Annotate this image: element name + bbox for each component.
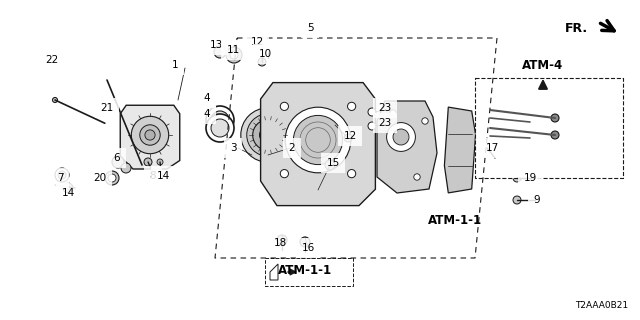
Text: 13: 13 (209, 40, 223, 50)
Text: ATM-4: ATM-4 (522, 59, 564, 72)
Circle shape (253, 120, 284, 150)
Circle shape (157, 159, 163, 165)
Text: 22: 22 (45, 55, 59, 65)
Polygon shape (377, 101, 437, 193)
Circle shape (277, 235, 287, 245)
Text: 12: 12 (250, 37, 264, 47)
Circle shape (551, 131, 559, 139)
Circle shape (140, 125, 160, 145)
Text: 14: 14 (156, 171, 170, 181)
Circle shape (105, 171, 119, 185)
Circle shape (387, 123, 415, 151)
Text: 10: 10 (259, 49, 271, 59)
Bar (475, 78, 623, 178)
Text: 14: 14 (61, 188, 75, 198)
Text: 4: 4 (204, 93, 211, 103)
Text: 5: 5 (307, 23, 314, 33)
Text: 19: 19 (524, 173, 536, 183)
Text: ATM-1-1: ATM-1-1 (278, 263, 332, 276)
Text: 11: 11 (227, 45, 239, 55)
Circle shape (144, 158, 152, 166)
Circle shape (293, 116, 342, 164)
Circle shape (280, 102, 289, 110)
Text: 8: 8 (150, 171, 156, 181)
Bar (284, 128, 305, 142)
Circle shape (551, 114, 559, 122)
Circle shape (368, 108, 376, 116)
Polygon shape (444, 107, 476, 193)
Circle shape (368, 122, 376, 130)
Circle shape (348, 170, 356, 178)
Text: 23: 23 (378, 103, 392, 113)
Text: 7: 7 (57, 173, 63, 183)
Circle shape (211, 111, 229, 129)
Circle shape (52, 98, 58, 102)
Circle shape (280, 170, 289, 178)
Text: 23: 23 (378, 118, 392, 128)
Circle shape (63, 183, 73, 193)
Circle shape (325, 160, 335, 170)
Circle shape (390, 110, 396, 116)
Circle shape (393, 129, 409, 145)
Text: 4: 4 (204, 109, 211, 119)
Circle shape (483, 144, 491, 152)
Circle shape (214, 46, 226, 58)
Text: 16: 16 (301, 243, 315, 253)
Text: T2AAA0B21: T2AAA0B21 (575, 301, 628, 310)
Circle shape (226, 47, 242, 63)
Circle shape (285, 107, 351, 173)
Circle shape (513, 196, 521, 204)
Circle shape (206, 106, 234, 134)
Circle shape (121, 163, 131, 173)
Text: 12: 12 (344, 131, 356, 141)
Polygon shape (270, 264, 278, 280)
Circle shape (344, 134, 352, 142)
Text: FR.: FR. (565, 21, 588, 35)
Circle shape (145, 130, 155, 140)
Bar (265, 258, 353, 286)
Text: 20: 20 (93, 173, 107, 183)
Polygon shape (260, 83, 376, 206)
Circle shape (247, 114, 289, 156)
Circle shape (422, 118, 428, 124)
Circle shape (112, 156, 124, 168)
Text: 15: 15 (326, 158, 340, 168)
Circle shape (55, 168, 69, 182)
Circle shape (258, 58, 266, 66)
Circle shape (259, 126, 276, 143)
Circle shape (108, 174, 116, 182)
Circle shape (58, 171, 66, 179)
Polygon shape (120, 105, 180, 169)
Circle shape (241, 108, 295, 162)
Text: 3: 3 (230, 143, 236, 153)
Circle shape (131, 116, 169, 154)
Text: 9: 9 (534, 195, 540, 205)
Text: ATM-1-1: ATM-1-1 (428, 213, 482, 227)
Text: 2: 2 (289, 143, 295, 153)
Circle shape (348, 102, 356, 110)
Circle shape (300, 237, 310, 247)
Text: 17: 17 (485, 143, 499, 153)
Circle shape (414, 174, 420, 180)
Circle shape (230, 51, 238, 59)
Circle shape (513, 174, 521, 182)
Text: 1: 1 (172, 60, 179, 70)
Circle shape (211, 119, 229, 137)
Text: 6: 6 (114, 153, 120, 163)
Circle shape (206, 114, 234, 142)
Text: 21: 21 (100, 103, 114, 113)
Text: 18: 18 (273, 238, 287, 248)
